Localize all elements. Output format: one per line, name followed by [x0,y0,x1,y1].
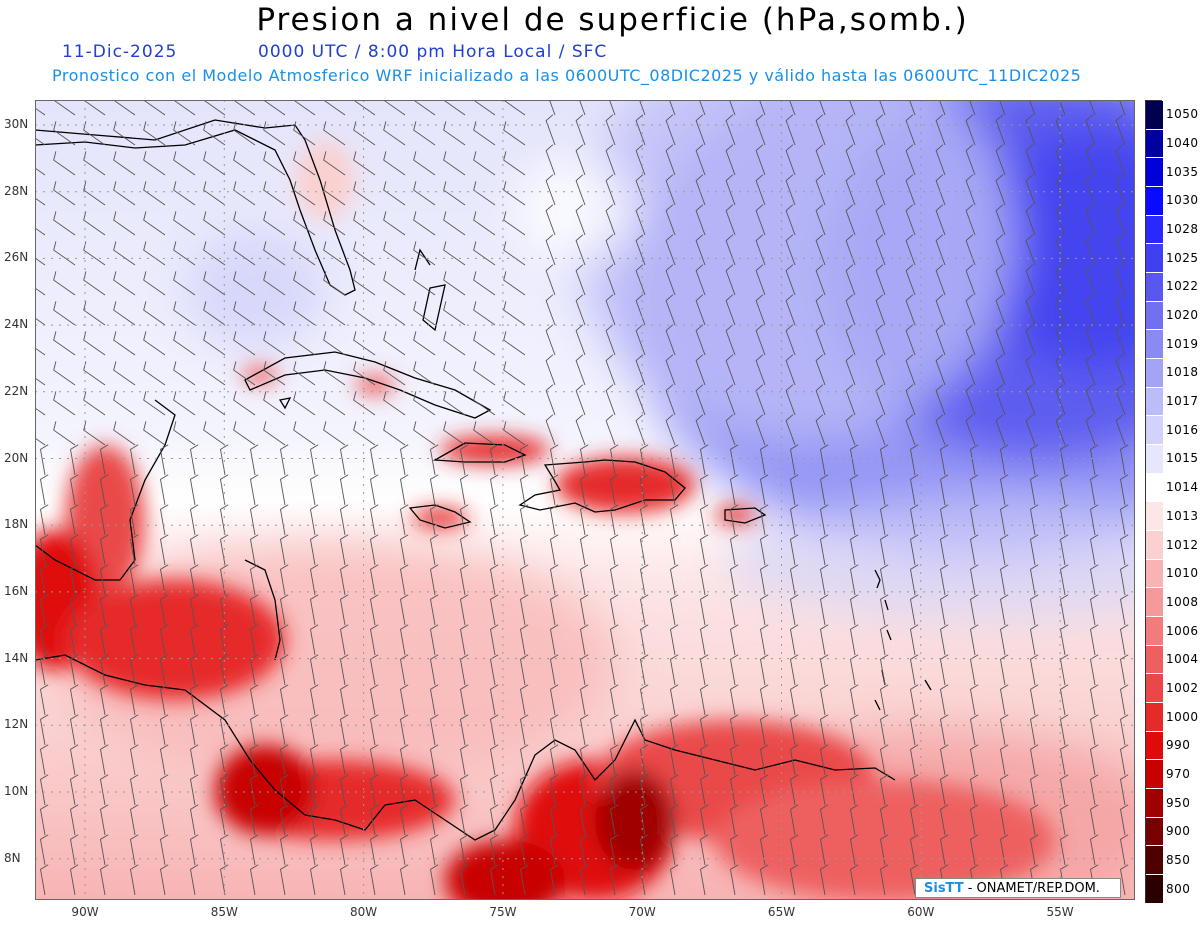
colorbar-swatch [1146,273,1163,302]
colorbar-label: 1022 [1166,279,1199,294]
colorbar-label: 1006 [1166,623,1199,638]
map-frame [35,100,1135,900]
colorbar-label: 1050 [1166,107,1199,122]
latitude-label: 20N [4,450,29,465]
colorbar-label: 1002 [1166,680,1199,695]
latitude-label: 18N [4,517,29,532]
colorbar-label: 1013 [1166,508,1199,523]
colorbar-label: 1020 [1166,308,1199,323]
colorbar-swatch [1146,416,1163,446]
latitude-label: 30N [4,117,29,131]
colorbar-label: 1025 [1166,250,1199,265]
colorbar-swatch [1146,531,1163,560]
brand-logo: SisTT [924,881,964,896]
wind-barbs [35,100,1129,896]
colorbar-label: 800 [1166,881,1191,896]
longitude-label: 90W [71,905,99,919]
colorbar-swatch [1146,330,1163,360]
colorbar-label: 1019 [1166,336,1199,351]
latitude-label: 12N [4,717,29,732]
colorbar [1145,100,1163,904]
colorbar-label: 1028 [1166,222,1199,237]
wind-barb-field [35,100,1129,896]
low-pressure-land [35,140,1055,900]
colorbar-label: 1010 [1166,566,1199,581]
colorbar-label: 1008 [1166,594,1199,609]
latitude-label: 26N [4,250,29,265]
colorbar-label: 1004 [1166,652,1199,667]
model-info: Pronostico con el Modelo Atmosferico WRF… [52,66,1082,85]
colorbar-swatch [1146,473,1163,503]
colorbar-label: 1012 [1166,537,1199,552]
logo-badge: SisTT - ONAMET/REP.DOM. [915,878,1121,898]
longitude-label: 60W [907,905,935,919]
colorbar-swatch [1146,502,1163,532]
latitude-label: 10N [4,784,29,798]
latitude-label: 8N [4,850,21,865]
colorbar-swatch [1146,617,1163,646]
colorbar-label: 970 [1166,766,1191,781]
colorbar-label: 900 [1166,824,1191,839]
forecast-time-info: 0000 UTC / 8:00 pm Hora Local / SFC [258,42,608,62]
colorbar-swatch [1146,187,1163,216]
longitude-label: 55W [1046,905,1074,919]
longitude-label: 75W [489,905,517,919]
colorbar-label: 1000 [1166,709,1199,724]
colorbar-swatch [1146,760,1163,790]
latitude-label: 24N [4,317,29,332]
colorbar-swatch [1146,129,1163,159]
colorbar-label: 1030 [1166,193,1199,208]
latitude-label: 22N [4,383,29,398]
forecast-date: 11-Dic-2025 [62,42,178,62]
colorbar-swatch [1146,588,1163,618]
colorbar-label: 990 [1166,738,1191,753]
latitude-label: 28N [4,183,29,198]
colorbar-swatch [1146,846,1163,876]
colorbar-swatch [1146,817,1163,847]
colorbar-swatch [1146,789,1163,818]
colorbar-swatch [1146,645,1163,675]
pressure-map [35,100,1135,900]
colorbar-swatch [1146,359,1163,388]
colorbar-swatch [1146,875,1163,904]
colorbar-swatch [1146,215,1163,245]
colorbar-swatch [1146,387,1163,417]
colorbar-label: 850 [1166,852,1191,867]
colorbar-label: 1016 [1166,422,1199,437]
colorbar-swatch [1146,731,1163,761]
colorbar-swatch [1146,158,1163,188]
latitude-label: 16N [4,583,29,598]
colorbar-swatch [1146,445,1163,474]
colorbar-label: 1017 [1166,394,1199,409]
colorbar-label: 1040 [1166,136,1199,151]
colorbar-label: 1035 [1166,164,1199,179]
longitude-label: 70W [628,905,656,919]
colorbar-label: 950 [1166,795,1191,810]
colorbar-swatch [1146,101,1163,130]
grid-lines [35,100,1135,900]
colorbar-label: 1015 [1166,451,1199,466]
longitude-label: 80W [350,905,378,919]
latitude-label: 14N [4,650,29,665]
colorbar-swatch [1146,301,1163,331]
colorbar-swatch [1146,244,1163,274]
colorbar-swatch [1146,703,1163,732]
organization-label: - ONAMET/REP.DOM. [967,881,1100,896]
longitude-label: 65W [767,905,796,919]
colorbar-swatch [1146,559,1163,589]
longitude-label: 85W [210,905,238,919]
colorbar-label: 1018 [1166,365,1199,380]
map-title: Presion a nivel de superficie (hPa,somb.… [256,2,969,38]
colorbar-swatch [1146,674,1163,704]
colorbar-label: 1014 [1166,480,1199,495]
